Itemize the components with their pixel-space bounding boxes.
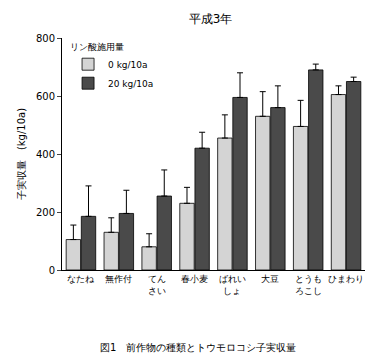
svg-text:子実収量 (kg/10a): 子実収量 (kg/10a) — [16, 108, 27, 200]
svg-text:リン酸施用量: リン酸施用量 — [70, 42, 124, 52]
svg-text:0 kg/10a: 0 kg/10a — [108, 60, 148, 70]
svg-text:平成3年: 平成3年 — [189, 12, 233, 26]
svg-text:400: 400 — [36, 149, 55, 160]
svg-text:無作付: 無作付 — [105, 274, 132, 284]
svg-text:春小麦: 春小麦 — [181, 274, 208, 284]
svg-text:0: 0 — [49, 265, 55, 276]
svg-text:ばれいしょ: ばれいしょ — [219, 274, 246, 296]
svg-text:てんさい: てんさい — [148, 274, 166, 296]
svg-text:800: 800 — [36, 33, 55, 44]
svg-text:なたね: なたね — [67, 274, 95, 284]
svg-text:20 kg/10a: 20 kg/10a — [108, 79, 153, 89]
svg-text:とうもろこし: とうもろこし — [295, 274, 322, 296]
svg-text:ひまわり: ひまわり — [328, 274, 364, 284]
svg-text:200: 200 — [36, 207, 55, 218]
svg-text:600: 600 — [36, 91, 55, 102]
svg-text:大豆: 大豆 — [261, 274, 279, 284]
svg-text:図1 前作物の種類とトウモロコシ子実収量: 図1 前作物の種類とトウモロコシ子実収量 — [100, 342, 296, 353]
